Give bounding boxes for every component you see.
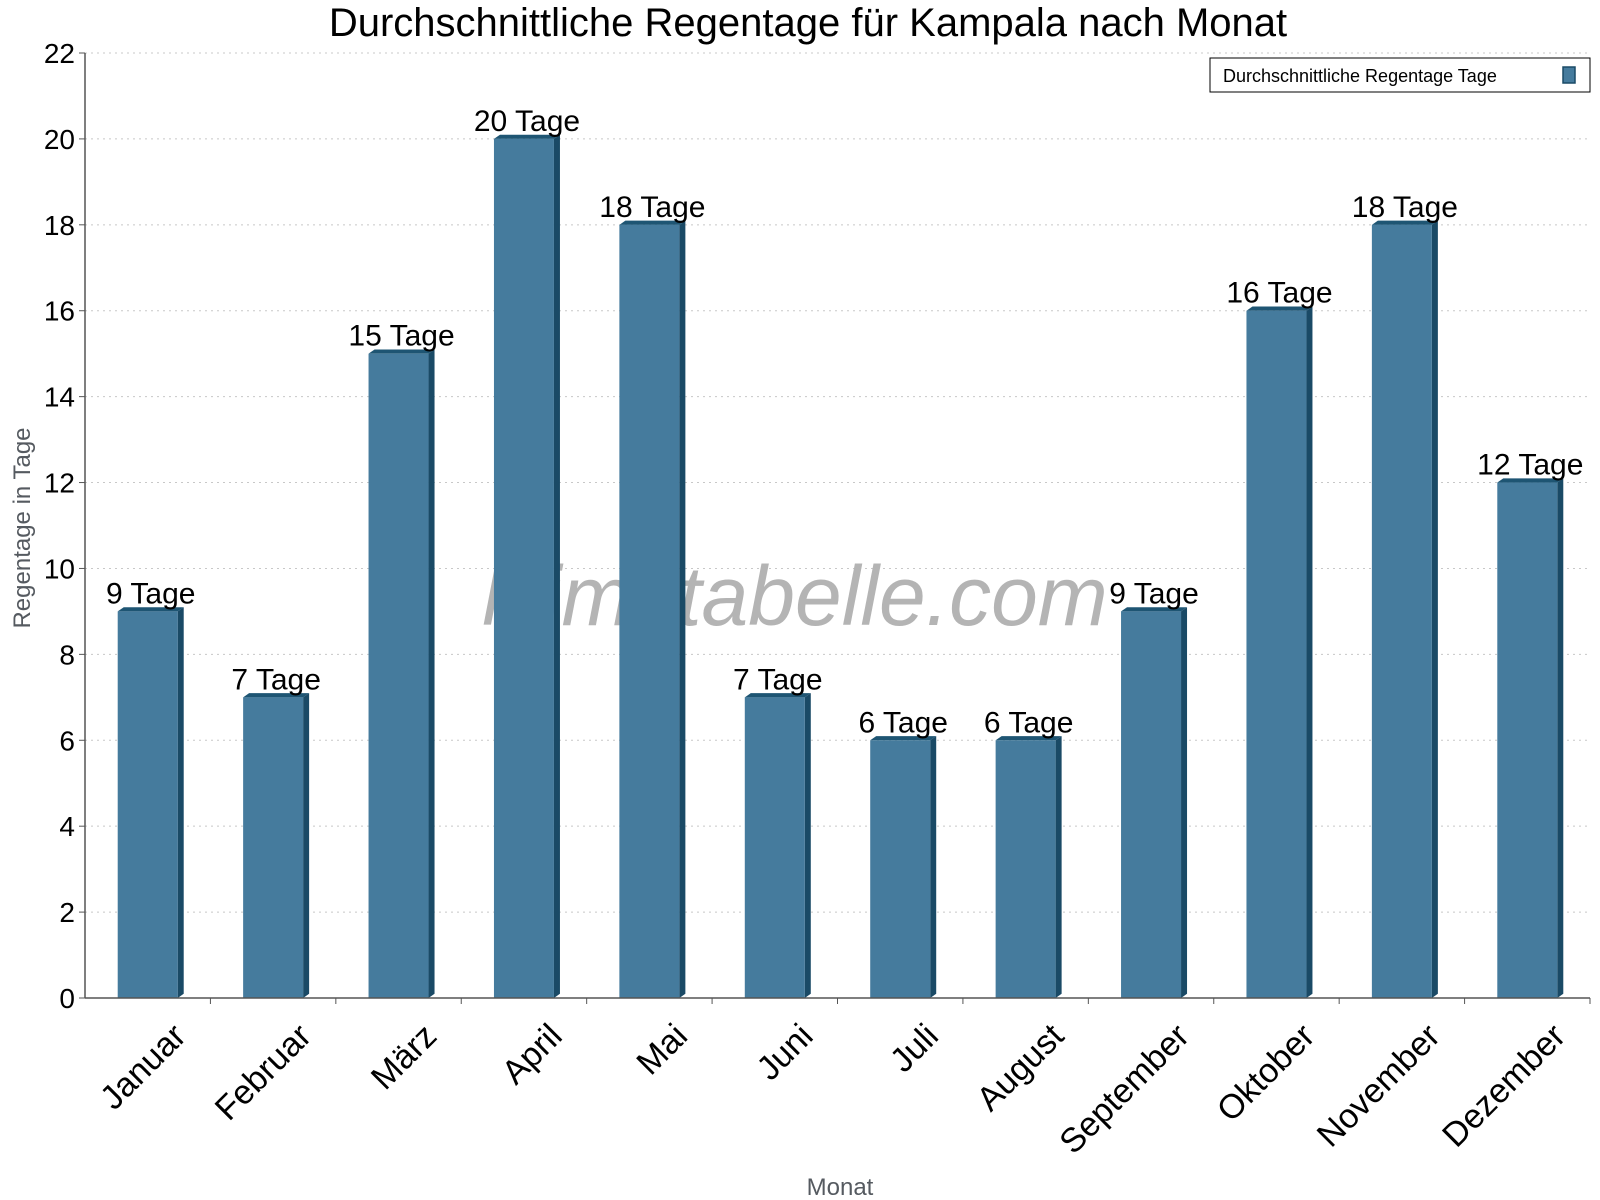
data-label: 7 Tage: [733, 663, 823, 696]
y-axis-ticks: 0 2 4 6 8 10 12 14 16 18 20 22: [44, 38, 85, 1014]
legend-label: Durchschnittliche Regentage Tage: [1223, 66, 1497, 86]
bar-face: [493, 138, 554, 999]
data-label: 12 Tage: [1477, 449, 1583, 482]
bar-face: [368, 353, 429, 998]
x-tick-label: Mai: [629, 1017, 695, 1083]
bar-face: [995, 740, 1056, 998]
data-label: 6 Tage: [858, 706, 948, 739]
legend-swatch: [1562, 66, 1576, 84]
bars-group: [117, 134, 1564, 999]
bar-face: [1121, 611, 1182, 998]
bar: [619, 220, 686, 999]
bar-side: [553, 134, 560, 998]
x-axis-label: Monat: [807, 1174, 874, 1200]
x-tick-label: Februar: [208, 1017, 319, 1128]
y-tick-label: 20: [44, 124, 75, 155]
x-tick-label: Juni: [750, 1017, 821, 1088]
bar-side: [679, 220, 686, 999]
bar-top: [117, 607, 184, 612]
bar-side: [428, 349, 435, 998]
bar: [117, 607, 184, 998]
bar-side: [303, 693, 310, 998]
data-label: 16 Tage: [1226, 277, 1332, 310]
data-label: 9 Tage: [1109, 577, 1199, 610]
bar: [368, 349, 435, 998]
x-tick-label: Oktober: [1210, 1017, 1322, 1129]
y-tick-label: 4: [59, 811, 75, 842]
legend: Durchschnittliche Regentage Tage: [1209, 57, 1591, 93]
watermark-text: klimatabelle.com: [482, 549, 1108, 643]
bar-side: [804, 693, 811, 998]
x-tick-label: August: [970, 1016, 1072, 1118]
x-axis-ticks: Januar Februar März April Mai Juni Juli AugustS…: [93, 1016, 1573, 1161]
bar: [1121, 607, 1188, 998]
bar-top: [744, 693, 811, 698]
y-tick-label: 14: [44, 382, 75, 413]
data-label: 6 Tage: [984, 706, 1074, 739]
bar-side: [177, 607, 184, 998]
bar: [870, 736, 937, 998]
bar-side: [1557, 478, 1564, 998]
bar-face: [744, 697, 805, 998]
bar-face: [1497, 482, 1558, 999]
bar-side: [1431, 220, 1438, 999]
x-tick-label: Dezember: [1435, 1017, 1573, 1155]
bar-top: [368, 349, 435, 354]
data-label: 9 Tage: [106, 577, 196, 610]
data-labels: 9 Tage 7 Tage 15 Tage 20 Tage 18 Tage 7 Tage 6…: [106, 105, 1583, 739]
x-tick-label: Juli: [883, 1017, 946, 1080]
bar-top: [1497, 478, 1564, 483]
bar: [1371, 220, 1438, 999]
bar-top: [995, 736, 1062, 741]
axes: [84, 53, 1591, 1004]
bar-side: [1306, 306, 1313, 998]
bar: [744, 693, 811, 998]
x-tick-label: Januar: [93, 1017, 193, 1117]
bar-top: [243, 693, 310, 698]
y-tick-label: 22: [44, 38, 75, 69]
bar: [995, 736, 1062, 998]
y-tick-label: 8: [59, 639, 75, 670]
bar-top: [619, 220, 686, 225]
legend-box: [1209, 57, 1591, 93]
bar-face: [117, 611, 178, 998]
bar-top: [870, 736, 937, 741]
bar: [1246, 306, 1313, 998]
chart-title: Durchschnittliche Regentage für Kampala …: [329, 1, 1287, 45]
y-tick-label: 18: [44, 210, 75, 241]
bar-top: [1121, 607, 1188, 612]
bar-top: [1371, 220, 1438, 225]
data-label: 15 Tage: [348, 320, 454, 353]
bar-face: [870, 740, 931, 998]
bar-side: [930, 736, 937, 998]
bar-side: [1055, 736, 1062, 998]
x-tick-label: März: [364, 1017, 444, 1097]
bar: [493, 134, 560, 999]
data-label: 18 Tage: [599, 191, 705, 224]
y-tick-label: 16: [44, 296, 75, 327]
bar-face: [243, 697, 304, 998]
data-label: 7 Tage: [231, 663, 321, 696]
bar-face: [619, 224, 680, 998]
bar: [1497, 478, 1564, 999]
bar: [243, 693, 310, 998]
bar-top: [1246, 306, 1313, 311]
x-tick-label: April: [495, 1017, 570, 1092]
bar-face: [1246, 310, 1307, 998]
y-axis-label: Regentage in Tage: [9, 427, 36, 628]
bar-side: [1181, 607, 1188, 998]
y-tick-label: 0: [59, 983, 75, 1014]
data-label: 20 Tage: [474, 105, 580, 138]
y-tick-label: 10: [44, 553, 75, 584]
y-tick-label: 2: [59, 897, 75, 928]
grid-lines: [85, 52, 1590, 913]
bar-face: [1371, 224, 1432, 998]
data-label: 18 Tage: [1352, 191, 1458, 224]
bar-top: [493, 134, 560, 139]
x-tick-label: November: [1310, 1017, 1448, 1155]
x-tick-label: September: [1052, 1017, 1196, 1161]
y-tick-label: 6: [59, 725, 75, 756]
y-tick-label: 12: [44, 468, 75, 499]
